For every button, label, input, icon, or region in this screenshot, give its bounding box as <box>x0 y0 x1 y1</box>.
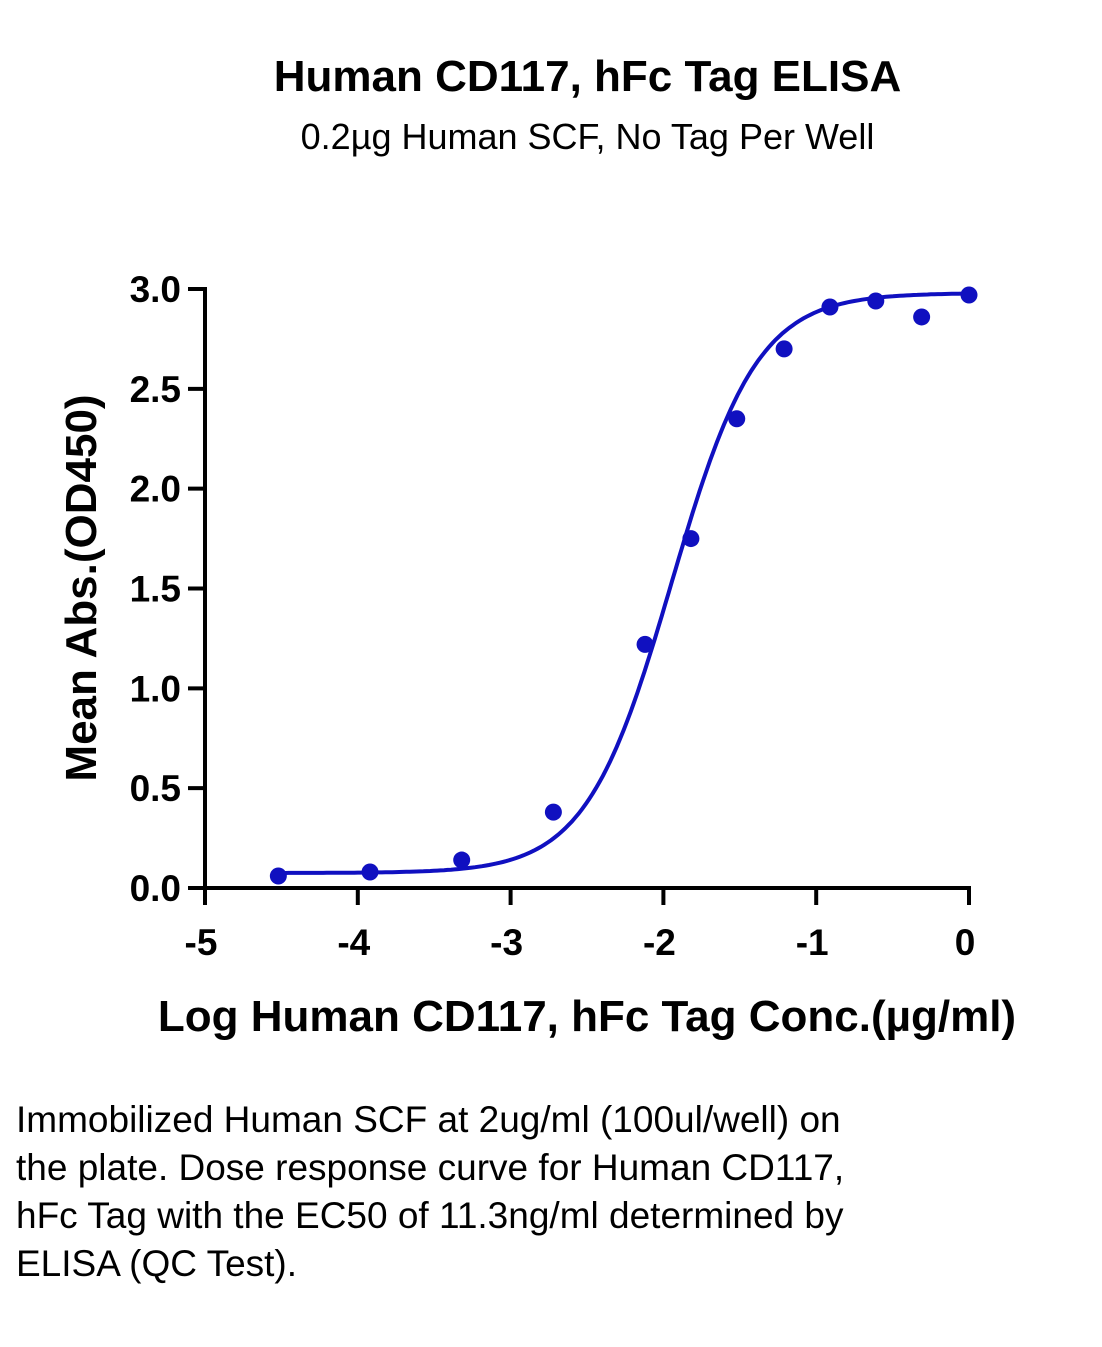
data-point <box>269 867 287 885</box>
y-axis-label: Mean Abs.(OD450) <box>57 394 106 781</box>
dose-response-chart: 0.0 0.5 1.0 1.5 2.0 2.5 3.0 -5 -4 -3 -2 -1 0 Log Hum… <box>57 269 1016 1041</box>
y-tick-label: 2.0 <box>130 469 181 510</box>
chart-title: Human CD117, hFc Tag ELISA <box>273 52 902 101</box>
y-tick-label: 3.0 <box>130 269 181 310</box>
axes <box>188 287 971 905</box>
data-point <box>913 308 931 326</box>
x-tick-label: -2 <box>643 922 676 963</box>
y-tick-label: 0.5 <box>130 768 181 809</box>
tick-labels: 0.0 0.5 1.0 1.5 2.0 2.5 3.0 -5 -4 -3 -2 -1 0 <box>130 269 976 963</box>
data-points <box>269 286 978 885</box>
data-point <box>960 286 978 304</box>
y-tick-label: 1.5 <box>130 569 181 610</box>
data-point <box>636 635 654 653</box>
data-point <box>453 851 471 869</box>
fit-curve <box>278 291 970 875</box>
x-tick-label: -1 <box>796 922 829 963</box>
data-point <box>728 410 746 428</box>
data-point <box>682 530 700 548</box>
chart-subtitle: 0.2µg Human SCF, No Tag Per Well <box>300 116 875 157</box>
data-point <box>821 298 839 316</box>
data-point <box>361 863 379 881</box>
data-point <box>867 292 885 310</box>
x-tick-label: -5 <box>185 922 218 963</box>
x-tick-label: -4 <box>337 922 370 963</box>
data-point <box>775 340 793 358</box>
y-tick-label: 0.0 <box>130 868 181 909</box>
x-axis-label: Log Human CD117, hFc Tag Conc.(µg/ml) <box>158 992 1016 1041</box>
x-tick-label: -3 <box>490 922 523 963</box>
y-tick-label: 1.0 <box>130 668 181 709</box>
figure-caption: Immobilized Human SCF at 2ug/ml (100ul/w… <box>16 1099 845 1284</box>
x-tick-label: 0 <box>955 922 976 963</box>
y-tick-label: 2.5 <box>130 369 181 410</box>
data-point <box>544 803 562 821</box>
